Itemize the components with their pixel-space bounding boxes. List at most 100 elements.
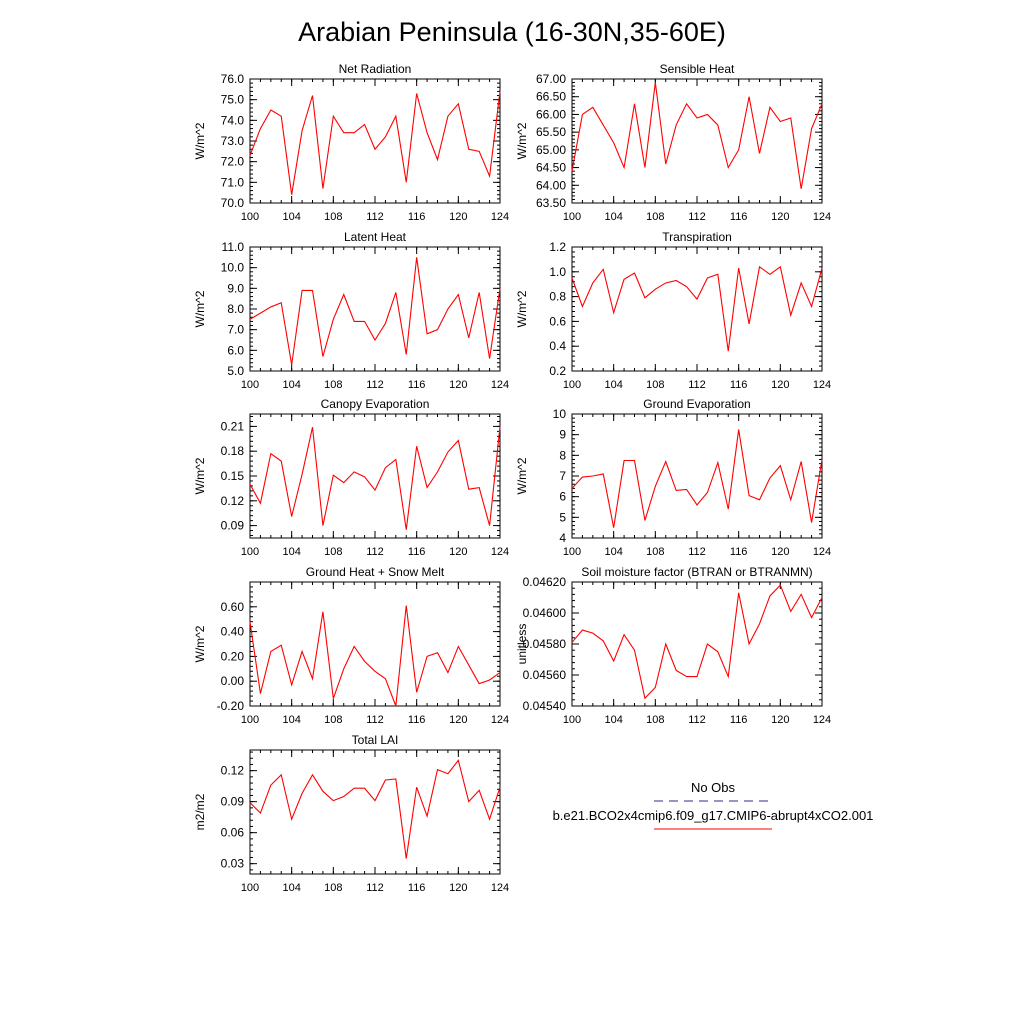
panel-8: Soil moisture factor (BTRAN or BTRANMN) u… <box>515 565 831 726</box>
panel-5: Canopy Evaporation W/m^2 100 104 108 112 116 12… <box>193 397 509 558</box>
y-tick-label: 0.06 <box>221 826 245 840</box>
y-tick-label: 7.0 <box>227 323 244 337</box>
x-tick-label: 124 <box>491 379 509 391</box>
panel-3: Latent Heat W/m^2 100 104 108 112 116 120 124 5.0… <box>193 230 509 391</box>
x-tick-label: 112 <box>688 546 706 558</box>
y-tick-label: 75.0 <box>221 93 245 107</box>
y-tick-label: 5.0 <box>227 364 244 378</box>
x-tick-label: 112 <box>366 211 384 223</box>
y-tick-label: 0.40 <box>221 625 245 639</box>
x-tick-label: 124 <box>813 211 831 223</box>
x-tick-label: 108 <box>646 379 664 391</box>
y-tick-label: 0.8 <box>549 290 566 304</box>
panel-title: Canopy Evaporation <box>321 397 430 411</box>
x-tick-label: 116 <box>408 714 426 726</box>
x-tick-label: 120 <box>771 379 789 391</box>
x-tick-label: 112 <box>366 882 384 894</box>
panel-1: Net Radiation W/m^2 100 104 108 112 116 120 124 7… <box>193 62 509 223</box>
y-tick-label: 0.09 <box>221 519 245 533</box>
x-tick-label: 112 <box>366 714 384 726</box>
plot-frame <box>249 246 501 372</box>
x-tick-label: 104 <box>282 714 300 726</box>
plot-frame <box>571 581 823 707</box>
x-tick-label: 124 <box>491 714 509 726</box>
panel-title: Ground Evaporation <box>643 397 750 411</box>
x-tick-label: 100 <box>563 211 581 223</box>
x-tick-label: 100 <box>241 379 259 391</box>
plot-frame <box>571 78 823 204</box>
y-tick-label: 0.04560 <box>523 668 567 682</box>
y-axis-label: m2/m2 <box>193 793 207 830</box>
x-tick-label: 104 <box>604 211 622 223</box>
y-tick-label: 0.21 <box>221 419 245 433</box>
panel-9: Total LAI m2/m2 100 104 108 112 116 120 124 0.03 0… <box>193 733 509 894</box>
y-tick-label: 0.60 <box>221 600 245 614</box>
panel-title: Net Radiation <box>339 62 412 76</box>
y-tick-label: 0.20 <box>221 649 245 663</box>
y-tick-label: 6.0 <box>227 343 244 357</box>
x-tick-label: 100 <box>563 546 581 558</box>
y-tick-label: 0.6 <box>549 314 566 328</box>
x-tick-label: 108 <box>324 714 342 726</box>
y-tick-label: 6 <box>559 490 566 504</box>
y-tick-label: 0.04600 <box>523 606 567 620</box>
y-tick-label: 64.00 <box>536 178 566 192</box>
series-line <box>249 91 501 195</box>
y-tick-label: 74.0 <box>221 113 245 127</box>
y-tick-label: 63.50 <box>536 196 566 210</box>
x-tick-label: 116 <box>730 379 748 391</box>
x-tick-label: 124 <box>813 379 831 391</box>
y-tick-label: 0.09 <box>221 795 245 809</box>
panel-title: Latent Heat <box>344 230 407 244</box>
plot-frame <box>249 581 501 707</box>
panel-7: Ground Heat + Snow Melt W/m^2 100 104 108 112… <box>193 565 509 726</box>
y-tick-label: 0.04580 <box>523 637 567 651</box>
x-tick-label: 100 <box>241 211 259 223</box>
x-tick-label: 108 <box>646 211 664 223</box>
y-axis-label: W/m^2 <box>193 290 207 327</box>
series-line <box>249 605 501 707</box>
x-tick-label: 108 <box>646 546 664 558</box>
x-tick-label: 120 <box>449 546 467 558</box>
x-tick-label: 124 <box>491 211 509 223</box>
y-tick-label: 1.2 <box>549 240 566 254</box>
y-tick-label: 0.15 <box>221 469 245 483</box>
x-tick-label: 112 <box>688 211 706 223</box>
y-axis-label: W/m^2 <box>515 457 529 494</box>
x-tick-label: 104 <box>282 211 300 223</box>
x-tick-label: 116 <box>730 546 748 558</box>
panels: Net Radiation W/m^2 100 104 108 112 116 120 124 7… <box>193 62 831 894</box>
y-tick-label: 5 <box>559 510 566 524</box>
panel-title: Total LAI <box>352 733 399 747</box>
y-tick-label: 4 <box>559 531 566 545</box>
y-tick-label: 0.04540 <box>523 699 567 713</box>
x-tick-label: 104 <box>604 546 622 558</box>
y-tick-label: 0.03 <box>221 857 245 871</box>
x-tick-label: 108 <box>646 714 664 726</box>
x-tick-label: 108 <box>324 546 342 558</box>
y-axis-label: unitless <box>515 624 529 665</box>
panel-2: Sensible Heat W/m^2 100 104 108 112 116 120 124 6… <box>515 62 831 223</box>
x-tick-label: 104 <box>604 714 622 726</box>
series-line <box>249 257 501 365</box>
y-tick-label: 0.00 <box>221 674 245 688</box>
figure-title: Arabian Peninsula (16-30N,35-60E) <box>298 17 726 47</box>
x-tick-label: 120 <box>449 211 467 223</box>
x-tick-label: 120 <box>771 546 789 558</box>
y-axis-label: W/m^2 <box>515 290 529 327</box>
panel-title: Transpiration <box>662 230 732 244</box>
y-tick-label: 66.00 <box>536 107 566 121</box>
y-tick-label: 0.4 <box>549 339 566 353</box>
y-axis-label: W/m^2 <box>193 625 207 662</box>
x-tick-label: 124 <box>491 546 509 558</box>
y-tick-label: 0.12 <box>221 764 245 778</box>
x-tick-label: 108 <box>324 882 342 894</box>
panel-6: Ground Evaporation W/m^2 100 104 108 112 116 12… <box>515 397 831 558</box>
panel-title: Ground Heat + Snow Melt <box>306 565 445 579</box>
y-tick-label: 9.0 <box>227 281 244 295</box>
panel-title: Sensible Heat <box>660 62 735 76</box>
x-tick-label: 108 <box>324 379 342 391</box>
y-tick-label: 0.2 <box>549 364 566 378</box>
x-tick-label: 120 <box>449 882 467 894</box>
